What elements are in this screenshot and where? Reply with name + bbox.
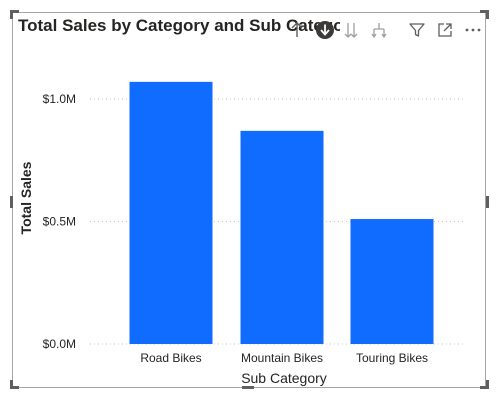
- visual-title: Total Sales by Category and Sub Category: [18, 16, 340, 35]
- resize-handle-top-right[interactable]: [480, 10, 489, 13]
- y-axis-title: Total Sales: [18, 161, 34, 234]
- x-axis-ticks: Road Bikes Mountain Bikes Touring Bikes: [140, 351, 428, 365]
- bar-mountain-bikes[interactable]: [240, 130, 324, 344]
- resize-handle-top-left[interactable]: [10, 10, 19, 13]
- visual-header-toolbar: [284, 18, 484, 42]
- more-options-icon[interactable]: [462, 18, 484, 42]
- go-to-next-level-icon[interactable]: [340, 18, 362, 42]
- resize-handle-right[interactable]: [486, 196, 489, 208]
- resize-handle-bottom[interactable]: [242, 386, 254, 389]
- resize-handle-bottom-left[interactable]: [10, 386, 19, 389]
- y-tick-label: $1.0M: [43, 92, 76, 106]
- y-tick-label: $0.5M: [43, 215, 76, 229]
- resize-handle-bottom-right[interactable]: [480, 386, 489, 389]
- y-axis-ticks: $0.0M $0.5M $1.0M: [43, 92, 76, 351]
- resize-handle-top-left[interactable]: [10, 10, 13, 19]
- x-tick-label: Mountain Bikes: [241, 351, 323, 365]
- bar-touring-bikes[interactable]: [350, 219, 434, 344]
- x-tick-label: Road Bikes: [140, 351, 201, 365]
- bar-road-bikes[interactable]: [129, 81, 213, 344]
- bars: [129, 81, 434, 344]
- focus-mode-icon[interactable]: [434, 18, 456, 42]
- expand-next-level-icon[interactable]: [368, 18, 390, 42]
- drill-up-icon[interactable]: [286, 18, 308, 42]
- resize-handle-bottom-right[interactable]: [486, 380, 489, 389]
- drill-down-mode-icon[interactable]: [314, 18, 336, 42]
- x-tick-label: Touring Bikes: [356, 351, 428, 365]
- resize-handle-bottom-left[interactable]: [10, 380, 13, 389]
- y-tick-label: $0.0M: [43, 337, 76, 351]
- x-axis-title: Sub Category: [241, 370, 327, 386]
- resize-handle-top-right[interactable]: [486, 10, 489, 19]
- filter-icon[interactable]: [406, 18, 428, 42]
- resize-handle-left[interactable]: [10, 196, 13, 208]
